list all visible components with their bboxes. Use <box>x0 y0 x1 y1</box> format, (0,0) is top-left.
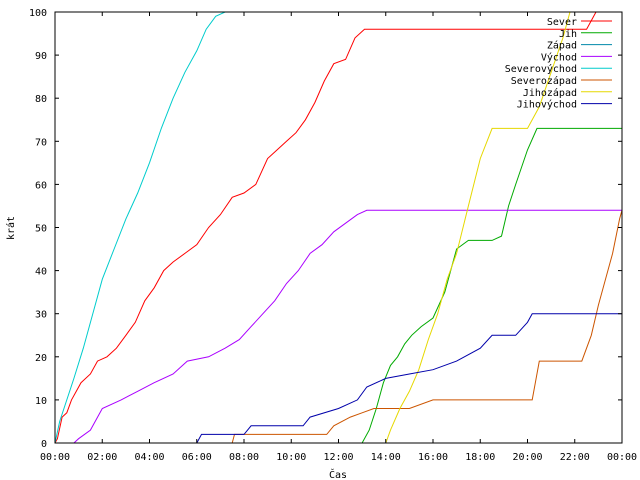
legend-label: Jihovýchod <box>517 99 577 111</box>
y-tick-label: 90 <box>35 51 47 62</box>
y-axis-label: krát <box>5 216 17 240</box>
legend-label: Jih <box>559 29 577 40</box>
y-tick-label: 30 <box>35 310 47 321</box>
series-line-0 <box>55 12 597 443</box>
y-tick-label: 100 <box>29 8 47 19</box>
x-tick-label: 06:00 <box>182 452 212 463</box>
x-tick-label: 18:00 <box>465 452 495 463</box>
x-tick-label: 00:00 <box>607 452 637 463</box>
x-tick-label: 12:00 <box>323 452 353 463</box>
series-line-7 <box>55 313 622 443</box>
legend-label: Jihozápad <box>523 87 577 99</box>
y-tick-label: 0 <box>41 439 47 450</box>
y-tick-label: 50 <box>35 224 47 235</box>
x-tick-label: 20:00 <box>512 452 542 463</box>
series-line-5 <box>55 210 622 443</box>
y-tick-label: 40 <box>35 267 47 278</box>
x-tick-label: 04:00 <box>134 452 164 463</box>
x-tick-label: 14:00 <box>371 452 401 463</box>
x-tick-label: 00:00 <box>40 452 70 463</box>
y-tick-label: 80 <box>35 94 47 105</box>
series-line-4 <box>55 12 226 443</box>
y-tick-label: 10 <box>35 396 47 407</box>
y-tick-label: 70 <box>35 137 47 148</box>
x-tick-label: 22:00 <box>560 452 590 463</box>
x-tick-label: 08:00 <box>229 452 259 463</box>
legend-layer: SeverJihZápadVýchodSeverovýchodSeverozáp… <box>505 17 612 111</box>
series-line-3 <box>55 209 622 443</box>
legend-label: Severovýchod <box>505 63 577 75</box>
series-line-1 <box>55 127 622 443</box>
x-tick-label: 02:00 <box>87 452 117 463</box>
x-axis-label: Čas <box>329 468 347 480</box>
series-line-6 <box>55 12 571 443</box>
y-tick-label: 60 <box>35 180 47 191</box>
x-tick-label: 10:00 <box>276 452 306 463</box>
legend-label: Sever <box>547 17 577 28</box>
x-tick-label: 16:00 <box>418 452 448 463</box>
series-layer <box>55 12 622 443</box>
y-tick-label: 20 <box>35 353 47 364</box>
legend-label: Východ <box>541 51 577 63</box>
legend-label: Severozápad <box>511 75 577 87</box>
axis-layer: 0 10 20 30 40 50 60 70 80 90 100 00:00 02:00 04:00 06:… <box>29 8 637 463</box>
legend-label: Západ <box>547 40 577 52</box>
